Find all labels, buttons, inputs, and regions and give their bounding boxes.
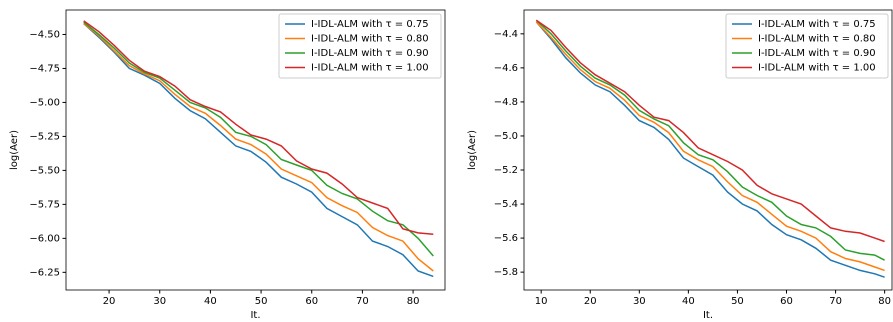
- y-tick-label: −5.0: [494, 131, 518, 142]
- legend-frame: [725, 13, 889, 79]
- x-tick-label: 70: [356, 296, 369, 307]
- legend-label: I-IDL-ALM with τ = 0.75: [311, 19, 429, 30]
- x-tick-label: 80: [407, 296, 420, 307]
- plot-frame: [65, 9, 446, 291]
- line: [83, 23, 434, 272]
- legend-label: I-IDL-ALM with τ = 1.00: [758, 63, 876, 74]
- x-tick-label: 20: [584, 296, 597, 307]
- y-tick-label: −4.75: [29, 63, 60, 74]
- y-tick-label: −4.4: [494, 29, 518, 40]
- line: [535, 19, 885, 243]
- line: [535, 19, 885, 261]
- y-tick-label: −4.50: [29, 29, 60, 40]
- legend-frame: [278, 13, 442, 79]
- x-tick-label: 50: [731, 296, 744, 307]
- x-tick-label: 30: [633, 296, 646, 307]
- line: [535, 21, 885, 278]
- y-axis-label: log(Aer): [467, 130, 478, 170]
- x-tick-label: 80: [878, 296, 891, 307]
- line: [83, 21, 434, 257]
- y-tick-label: −4.8: [494, 97, 518, 108]
- x-tick-label: 10: [535, 296, 548, 307]
- y-tick-label: −5.25: [29, 131, 60, 142]
- x-tick-label: 60: [780, 296, 793, 307]
- legend-label: I-IDL-ALM with τ = 0.90: [758, 48, 876, 59]
- y-tick-label: −4.6: [494, 63, 518, 74]
- y-tick-label: −5.2: [494, 165, 518, 176]
- x-tick-label: 60: [305, 296, 318, 307]
- legend-label: I-IDL-ALM with τ = 1.00: [311, 63, 429, 74]
- plot-frame: [523, 9, 893, 291]
- line: [83, 20, 434, 236]
- y-tick-label: −6.25: [29, 267, 60, 278]
- y-tick-label: −5.6: [494, 233, 518, 244]
- x-tick-label: 70: [829, 296, 842, 307]
- legend-label: I-IDL-ALM with τ = 0.80: [758, 34, 876, 45]
- x-tick-label: 40: [204, 296, 217, 307]
- y-tick-label: −5.50: [29, 165, 60, 176]
- x-tick-label: 40: [682, 296, 695, 307]
- legend-label: I-IDL-ALM with τ = 0.80: [311, 34, 429, 45]
- legend-label: I-IDL-ALM with τ = 0.90: [311, 48, 429, 59]
- x-axis-label: It.: [250, 310, 260, 321]
- legend-label: I-IDL-ALM with τ = 0.75: [758, 19, 876, 30]
- x-tick-label: 50: [255, 296, 268, 307]
- y-tick-label: −5.00: [29, 97, 60, 108]
- x-tick-label: 30: [153, 296, 166, 307]
- x-tick-label: 20: [103, 296, 116, 307]
- y-tick-label: −5.75: [29, 199, 60, 210]
- x-axis-label: It.: [703, 310, 713, 321]
- line: [535, 21, 885, 272]
- y-tick-label: −5.8: [494, 267, 518, 278]
- y-tick-label: −6.00: [29, 233, 60, 244]
- y-axis-label: log(Aer): [9, 130, 20, 170]
- y-tick-label: −5.4: [494, 199, 518, 210]
- line: [83, 23, 434, 278]
